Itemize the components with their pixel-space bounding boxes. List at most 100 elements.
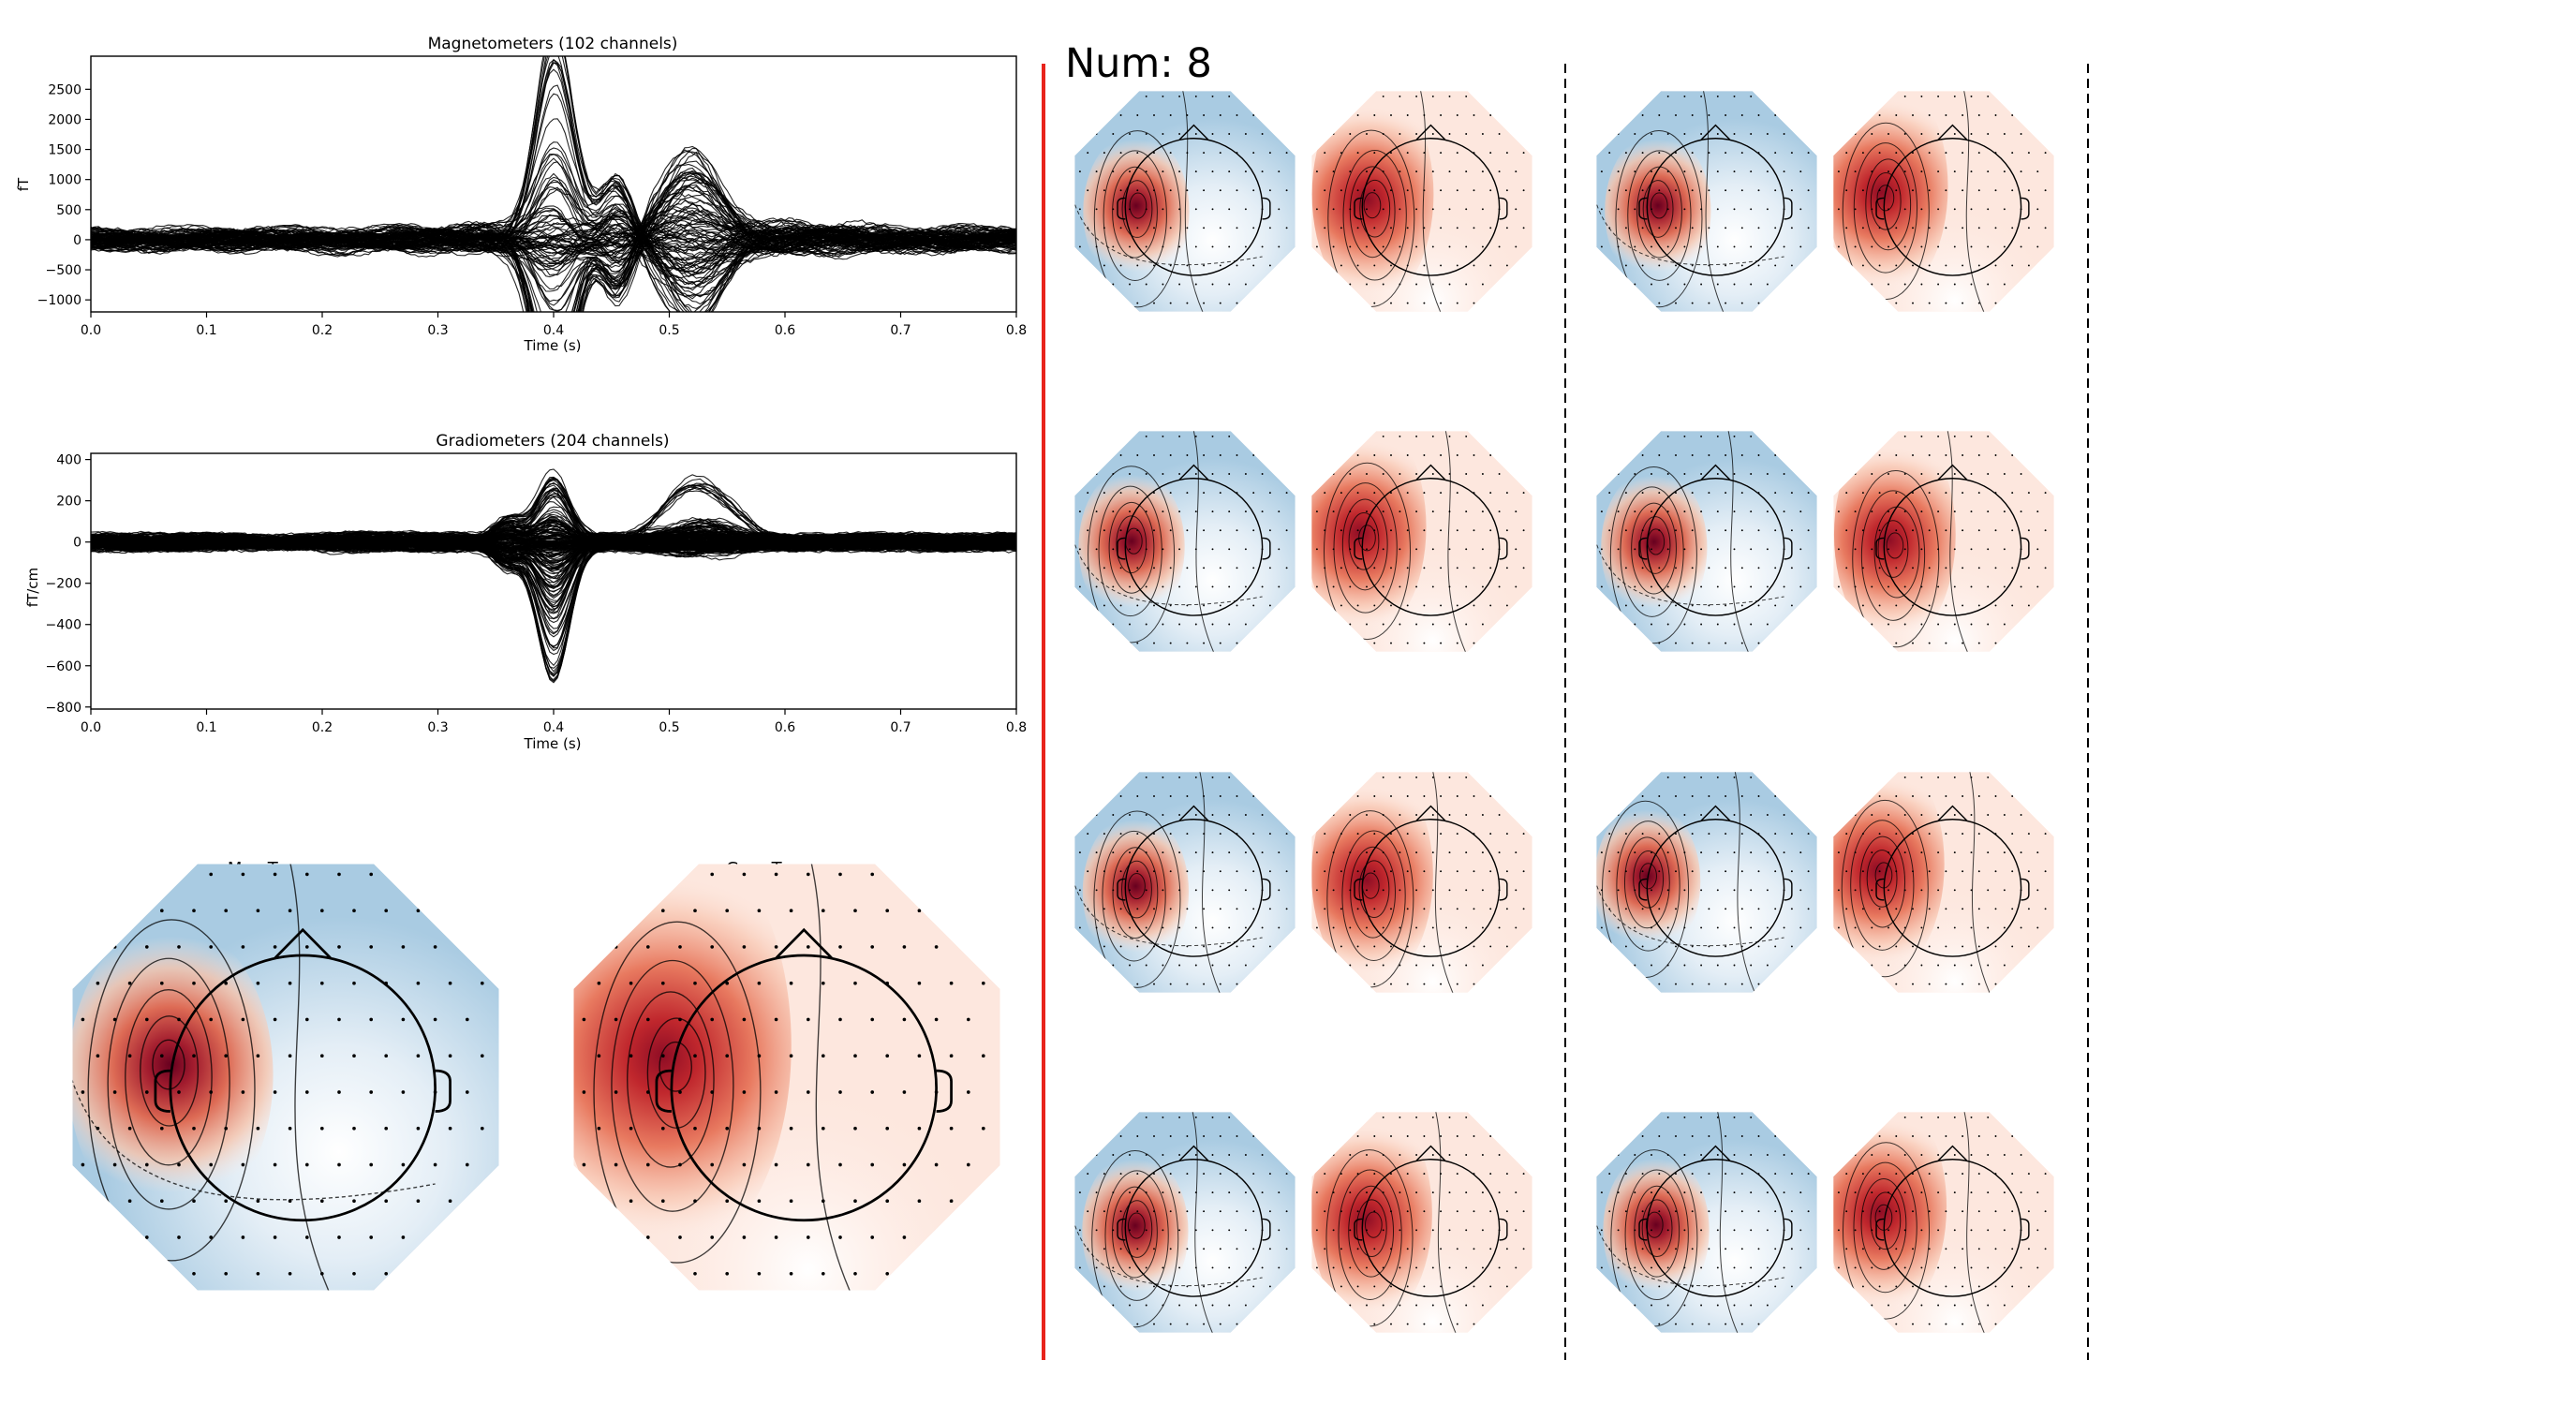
grad-x-tick-label: 0.4 xyxy=(543,720,564,735)
head-outline xyxy=(1638,1145,1793,1297)
mag-x-tick-label: 0.1 xyxy=(196,323,216,338)
grad-x-tick-label: 0.0 xyxy=(81,720,101,735)
grad-topomap-r0c1 xyxy=(1311,91,1532,312)
mag-topomap-r1c2 xyxy=(1596,431,1817,652)
mag-trace xyxy=(91,93,1016,305)
grad-x-axis-label: Time (s) xyxy=(524,735,582,752)
mag-trace xyxy=(91,222,1016,272)
mag-trace xyxy=(91,149,1016,312)
grad-topomap-large xyxy=(573,864,1000,1291)
grad-topomap xyxy=(573,864,1000,1291)
grad-x-tick-label: 0.8 xyxy=(1006,720,1027,735)
grad-trace xyxy=(91,495,1016,549)
mag-trace xyxy=(91,225,1016,262)
grad-plot-area: 0.0 0.1 0.2 0.3 0.4 0.5 0.6 0.7 0.8 −800 −600 −400 −… xyxy=(46,452,1027,735)
mag-x-tick-label: 0.6 xyxy=(775,323,795,338)
grad-y-tick-label: −200 xyxy=(46,577,81,592)
mag-trace xyxy=(91,172,1016,312)
head-outline xyxy=(1638,805,1793,957)
mag-x-axis-label: Time (s) xyxy=(524,337,582,354)
mag-trace xyxy=(91,228,1016,259)
mag-topomap-r0c0 xyxy=(1074,91,1295,312)
mag-x-tick-label: 0.4 xyxy=(543,323,564,338)
grad-trace xyxy=(91,518,1016,676)
head-outline xyxy=(1117,464,1271,616)
head-outline xyxy=(1117,124,1271,276)
mag-trace xyxy=(91,207,1016,272)
mag-trace xyxy=(91,200,1016,290)
mag-y-axis-label: fT xyxy=(15,177,32,191)
mag-trace xyxy=(91,147,1016,312)
grad-x-tick-label: 0.2 xyxy=(312,720,333,735)
grad-topomap-r2c3 xyxy=(1833,772,2054,993)
head-outline xyxy=(1117,805,1271,957)
mag-trace xyxy=(91,225,1016,252)
head-outline xyxy=(1638,124,1793,276)
mag-trace xyxy=(91,145,1016,312)
mag-topomap-large xyxy=(72,864,499,1291)
mag-trace xyxy=(91,167,1016,312)
mag-trace xyxy=(91,161,1016,288)
mag-trace xyxy=(91,56,1016,312)
mag-y-tick-label: 2500 xyxy=(48,82,81,97)
head-outline xyxy=(1875,805,2030,957)
grad-x-tick-label: 0.1 xyxy=(196,720,216,735)
grad-y-tick-label: −400 xyxy=(46,618,81,633)
grad-topomap-r2c1 xyxy=(1311,772,1532,993)
mag-y-tick-label: 500 xyxy=(56,203,81,218)
head-outline xyxy=(1354,124,1508,276)
grad-traces xyxy=(91,468,1016,684)
grad-trace xyxy=(91,536,1016,590)
mag-topomap-r2c0 xyxy=(1074,772,1295,993)
topomap-grid xyxy=(1074,91,2054,1333)
grad-trace xyxy=(91,513,1016,550)
grad-topomap-r1c3 xyxy=(1833,431,2054,652)
head-outline xyxy=(1354,464,1508,616)
mag-y-tick-label: 1000 xyxy=(48,173,81,188)
mag-trace xyxy=(91,68,1016,298)
mag-trace xyxy=(91,220,1016,250)
mag-y-tick-label: 0 xyxy=(73,233,81,248)
grad-topomap-r3c1 xyxy=(1311,1112,1532,1333)
mag-chart-title: Magnetometers (102 channels) xyxy=(428,35,678,53)
mag-topomap xyxy=(72,864,499,1291)
grad-x-tick-label: 0.7 xyxy=(890,720,910,735)
num-label: Num: 8 xyxy=(1065,40,1212,87)
head-outline xyxy=(1875,1145,2030,1297)
mag-trace xyxy=(91,61,1016,309)
mag-trace xyxy=(91,150,1016,312)
mag-trace xyxy=(91,56,1016,312)
grad-y-tick-label: −800 xyxy=(46,701,81,716)
mag-topomap-r2c2 xyxy=(1596,772,1817,993)
grad-chart-title: Gradiometers (204 channels) xyxy=(436,432,669,451)
mag-traces xyxy=(91,56,1016,312)
grad-topomap-r1c1 xyxy=(1311,431,1532,652)
mag-topomap-r3c0 xyxy=(1074,1112,1295,1333)
head-outline xyxy=(154,927,452,1222)
mag-trace xyxy=(91,176,1016,312)
magnetometer-chart: Magnetometers (102 channels) fT Time (s)… xyxy=(15,35,1027,354)
mag-topomap-r0c2 xyxy=(1596,91,1817,312)
mag-y-tick-label: −1000 xyxy=(37,293,81,308)
mag-x-tick-label: 0.0 xyxy=(81,323,101,338)
grad-trace xyxy=(91,535,1016,588)
mag-y-tick-label: 2000 xyxy=(48,112,81,127)
grad-y-tick-label: 400 xyxy=(56,453,81,468)
gradiometer-chart: Gradiometers (204 channels) fT/cm Time (… xyxy=(24,432,1027,752)
mag-trace xyxy=(91,58,1016,312)
mag-x-tick-label: 0.8 xyxy=(1006,323,1027,338)
mag-y-tick-label: 1500 xyxy=(48,143,81,158)
mag-trace xyxy=(91,170,1016,312)
head-outline xyxy=(655,927,953,1222)
mag-x-tick-label: 0.2 xyxy=(312,323,333,338)
mag-x-tick-label: 0.3 xyxy=(427,323,448,338)
head-outline xyxy=(1117,1145,1271,1297)
grad-topomap-r3c3 xyxy=(1833,1112,2054,1333)
head-outline xyxy=(1875,124,2030,276)
mag-plot-area: 0.0 0.1 0.2 0.3 0.4 0.5 0.6 0.7 0.8 −1000 −500 0 500… xyxy=(37,55,1027,338)
mag-trace xyxy=(91,151,1016,312)
grad-x-tick-label: 0.6 xyxy=(775,720,795,735)
grad-y-tick-label: 200 xyxy=(56,495,81,510)
grad-trace xyxy=(91,529,1016,545)
grad-x-tick-label: 0.3 xyxy=(427,720,448,735)
